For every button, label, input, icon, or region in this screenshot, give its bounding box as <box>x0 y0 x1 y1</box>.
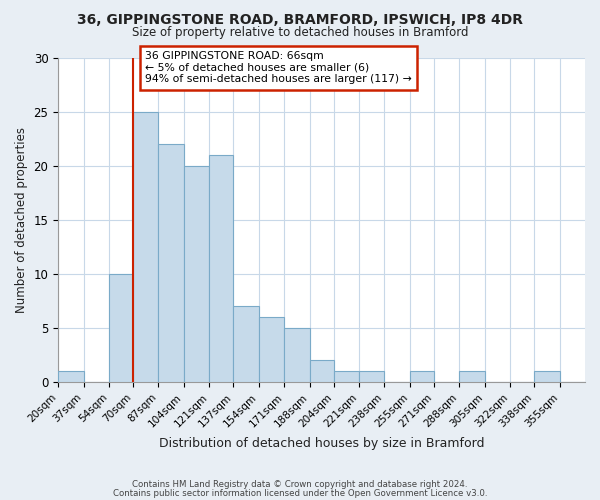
Bar <box>209 155 233 382</box>
Bar <box>158 144 184 382</box>
Bar <box>334 372 359 382</box>
Text: Size of property relative to detached houses in Bramford: Size of property relative to detached ho… <box>132 26 468 39</box>
Bar <box>459 372 485 382</box>
Text: Contains HM Land Registry data © Crown copyright and database right 2024.: Contains HM Land Registry data © Crown c… <box>132 480 468 489</box>
Bar <box>133 112 158 382</box>
Text: 36, GIPPINGSTONE ROAD, BRAMFORD, IPSWICH, IP8 4DR: 36, GIPPINGSTONE ROAD, BRAMFORD, IPSWICH… <box>77 12 523 26</box>
Text: Contains public sector information licensed under the Open Government Licence v3: Contains public sector information licen… <box>113 488 487 498</box>
Bar <box>359 372 385 382</box>
Text: 36 GIPPINGSTONE ROAD: 66sqm
← 5% of detached houses are smaller (6)
94% of semi-: 36 GIPPINGSTONE ROAD: 66sqm ← 5% of deta… <box>145 51 412 84</box>
Bar <box>534 372 560 382</box>
Bar <box>310 360 334 382</box>
X-axis label: Distribution of detached houses by size in Bramford: Distribution of detached houses by size … <box>159 437 484 450</box>
Bar <box>109 274 133 382</box>
Bar <box>233 306 259 382</box>
Bar <box>410 372 434 382</box>
Bar <box>58 372 83 382</box>
Bar <box>184 166 209 382</box>
Bar <box>259 317 284 382</box>
Y-axis label: Number of detached properties: Number of detached properties <box>15 127 28 313</box>
Bar <box>284 328 310 382</box>
